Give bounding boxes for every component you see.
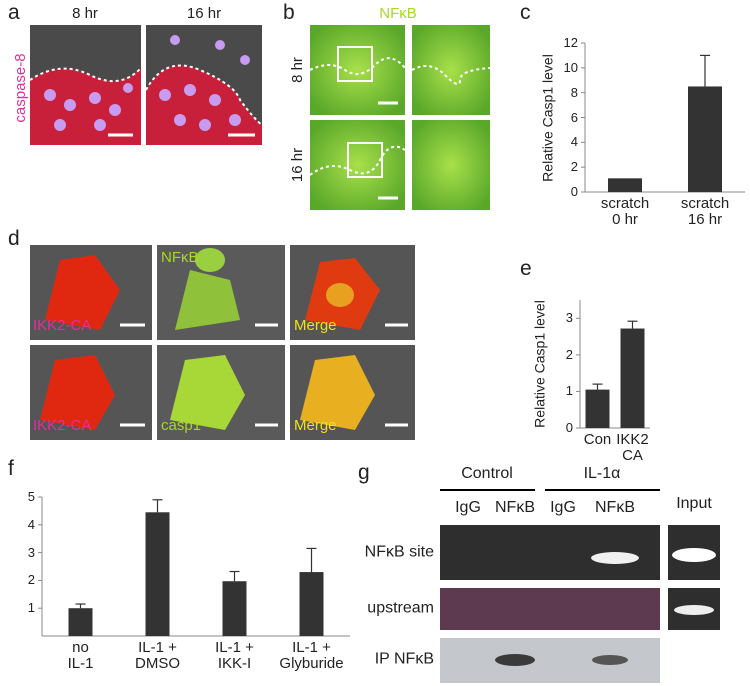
- time-label: 16 hr: [289, 147, 307, 183]
- y-axis-label: Relative Casp1 level: [531, 300, 548, 428]
- y-tick-label: 4: [570, 134, 578, 150]
- panel-label: g: [358, 461, 370, 484]
- x-tick-label: scratch 0 hr: [600, 195, 650, 228]
- stain-label: NFκB: [379, 5, 417, 22]
- y-tick-label: 2: [27, 572, 35, 588]
- bar: [68, 608, 93, 636]
- lane-label: IgG: [550, 499, 576, 516]
- image-label: Merge: [294, 417, 337, 434]
- panel-label: f: [8, 457, 14, 480]
- image-label: IKK2-CA: [33, 317, 92, 334]
- micrograph-a: [29, 25, 263, 145]
- y-tick-label: 10: [563, 60, 578, 76]
- bar: [222, 581, 247, 636]
- lane-label: NFκB: [595, 499, 635, 516]
- y-tick-label: 12: [563, 35, 578, 51]
- bar: [688, 86, 722, 192]
- stain-label: caspase-8: [12, 53, 30, 123]
- row-label: NFκB site: [364, 543, 434, 561]
- panel-label: a: [8, 1, 20, 24]
- panel-label: b: [283, 1, 295, 24]
- y-tick-label: 2: [570, 159, 578, 175]
- y-tick-label: 3: [27, 544, 35, 560]
- x-tick-label: IL-1 + Glyburide: [279, 639, 344, 672]
- lane-label: NFκB: [495, 499, 535, 516]
- y-tick-label: 2: [565, 347, 573, 363]
- lane-label: IgG: [455, 499, 481, 516]
- y-tick-label: 1: [27, 600, 35, 616]
- y-tick-label: 6: [570, 109, 578, 125]
- row-label: IP NFκB: [374, 650, 434, 668]
- bar: [145, 512, 170, 636]
- y-tick-label: 1: [565, 383, 573, 399]
- time-label: 8 hr: [289, 57, 307, 83]
- time-label: 8 hr: [72, 5, 98, 22]
- x-tick-label: IL-1 + IKK-I: [215, 639, 254, 672]
- panel-label: c: [520, 1, 531, 24]
- x-tick-label: no IL-1: [67, 639, 94, 672]
- image-label: Merge: [294, 317, 337, 334]
- panel-label: d: [8, 227, 20, 250]
- panel-label: e: [520, 257, 532, 280]
- micrograph-b: [309, 25, 491, 210]
- image-label: IKK2-CA: [33, 417, 92, 434]
- time-label: 16 hr: [186, 5, 222, 22]
- x-tick-label: IL-1 + DMSO: [135, 639, 180, 672]
- bar: [620, 328, 645, 428]
- micrograph-d: [30, 245, 415, 440]
- x-tick-label: scratch 16 hr: [680, 195, 730, 228]
- image-label: NFκB: [161, 249, 199, 266]
- y-tick-label: 4: [27, 516, 35, 532]
- bar: [299, 572, 324, 636]
- x-tick-label: Con: [583, 431, 612, 448]
- x-tick-label: IKK2 CA: [616, 431, 649, 464]
- bar: [608, 178, 642, 192]
- group-label: IL-1α: [583, 465, 621, 482]
- image-label: casp1: [161, 417, 202, 434]
- y-tick-label: 0: [565, 420, 573, 436]
- y-tick-label: 3: [565, 310, 573, 326]
- group-label: Control: [461, 465, 513, 482]
- y-tick-label: 5: [27, 489, 35, 505]
- bar: [585, 389, 610, 428]
- lane-label: Input: [676, 495, 712, 512]
- row-label: upstream: [367, 599, 434, 617]
- y-tick-label: 8: [570, 84, 578, 100]
- y-axis-label: Relative Casp1 level: [539, 53, 556, 182]
- y-tick-label: 0: [570, 184, 578, 200]
- gel-g: [440, 489, 720, 683]
